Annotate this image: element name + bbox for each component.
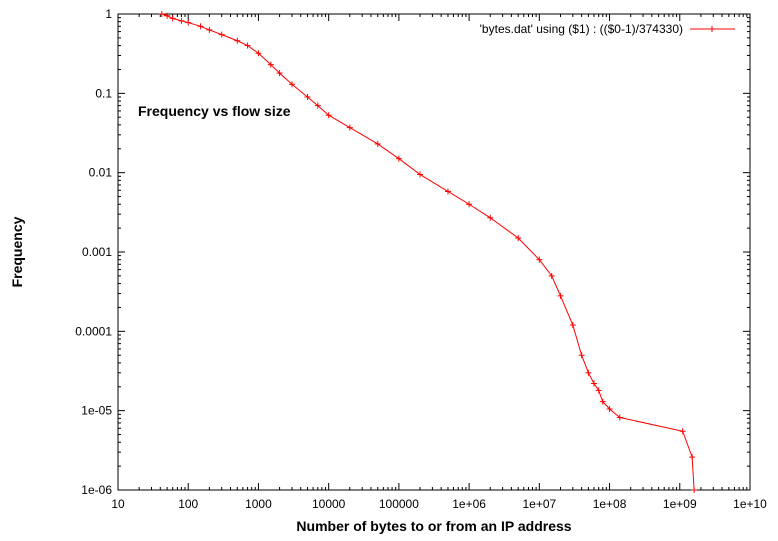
data-point xyxy=(197,23,204,30)
data-point xyxy=(178,17,185,24)
data-point xyxy=(255,50,262,57)
data-point xyxy=(578,352,585,359)
y-axis-title: Frequency xyxy=(9,216,25,287)
data-point xyxy=(395,155,402,162)
y-tick-label: 1e-06 xyxy=(81,483,112,497)
data-point xyxy=(569,322,576,329)
x-tick-label: 1e+06 xyxy=(452,497,486,511)
data-point xyxy=(417,171,424,178)
data-point xyxy=(244,42,251,49)
y-tick-label: 0.0001 xyxy=(75,324,112,338)
legend-label: 'bytes.dat' using ($1) : (($0-1)/374330) xyxy=(480,22,683,36)
data-point xyxy=(487,214,494,221)
data-point xyxy=(557,292,564,299)
data-point xyxy=(585,369,592,376)
data-point xyxy=(325,112,332,119)
data-point xyxy=(599,398,606,405)
x-tick-label: 1e+07 xyxy=(522,497,556,511)
x-tick-label: 100000 xyxy=(379,497,419,511)
data-point xyxy=(206,26,213,33)
series-line xyxy=(161,13,695,491)
x-axis-title: Number of bytes to or from an IP address xyxy=(296,518,571,534)
y-tick-label: 1 xyxy=(105,7,112,21)
data-point xyxy=(679,428,686,435)
x-tick-label: 1e+08 xyxy=(593,497,627,511)
x-tick-label: 1e+09 xyxy=(663,497,697,511)
data-point xyxy=(164,12,171,19)
data-point xyxy=(169,15,176,22)
x-tick-label: 100 xyxy=(178,497,198,511)
data-point xyxy=(444,188,451,195)
y-tick-label: 1e-05 xyxy=(81,404,112,418)
data-point xyxy=(616,414,623,421)
series-layer xyxy=(158,11,698,493)
data-point xyxy=(158,11,165,17)
legend-marker xyxy=(709,26,715,32)
data-point xyxy=(689,454,696,461)
y-tick-label: 0.001 xyxy=(82,245,112,259)
plot-frame xyxy=(117,13,751,491)
data-point xyxy=(346,124,353,131)
data-point xyxy=(234,37,241,44)
x-tick-label: 1000 xyxy=(245,497,272,511)
data-point xyxy=(314,102,321,109)
y-tick-label: 0.1 xyxy=(95,86,112,100)
x-tick-label: 1e+10 xyxy=(733,497,767,511)
data-point xyxy=(466,201,473,208)
x-axis-ticks: 10 100 1000 10000 100000 1e+06 1e+07 1e+08 1e+09… xyxy=(111,14,767,511)
data-point xyxy=(185,19,192,26)
data-point xyxy=(276,70,283,77)
data-point xyxy=(590,380,597,387)
x-tick-label: 10 xyxy=(111,497,125,511)
data-point xyxy=(218,31,225,38)
data-point xyxy=(267,61,274,68)
y-axis-ticks: 1 0.1 0.01 0.001 0.0001 1e-05 1e-06 xyxy=(75,7,750,497)
data-point xyxy=(374,140,381,147)
data-point xyxy=(288,81,295,88)
legend: 'bytes.dat' using ($1) : (($0-1)/374330) xyxy=(480,22,735,36)
data-point xyxy=(536,256,543,263)
data-point xyxy=(691,487,698,493)
data-point xyxy=(548,272,555,279)
data-point xyxy=(304,93,311,100)
x-tick-label: 10000 xyxy=(312,497,346,511)
data-point xyxy=(606,405,613,412)
data-point xyxy=(595,387,602,394)
chart-annotation: Frequency vs flow size xyxy=(138,103,291,119)
y-tick-label: 0.01 xyxy=(89,166,113,180)
data-point xyxy=(515,235,522,242)
